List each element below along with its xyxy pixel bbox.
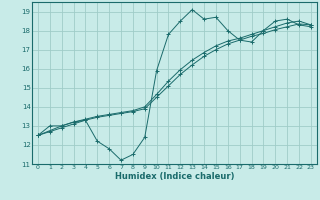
X-axis label: Humidex (Indice chaleur): Humidex (Indice chaleur) bbox=[115, 172, 234, 181]
